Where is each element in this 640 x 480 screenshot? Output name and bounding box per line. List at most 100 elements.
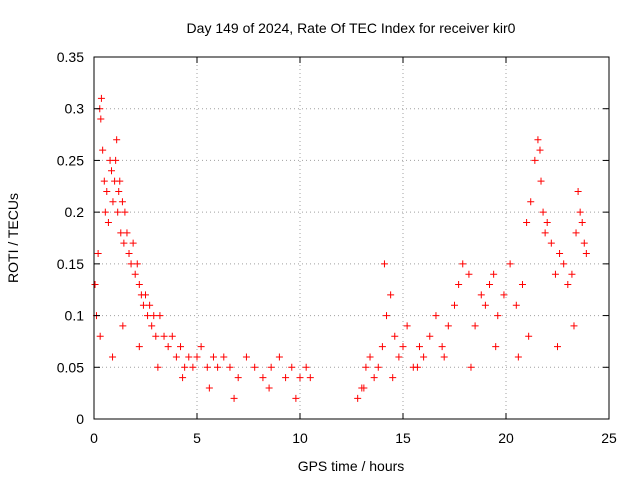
data-point [534,136,542,144]
data-point [108,167,116,175]
data-point [96,332,104,340]
data-point [432,312,440,320]
data-point [156,312,164,320]
data-point [536,146,544,154]
data-point [172,353,180,361]
data-point [383,312,391,320]
data-point [267,363,275,371]
data-point [531,156,539,164]
data-point [150,312,158,320]
data-point [129,239,137,247]
data-point [438,343,446,351]
data-point [360,384,368,392]
data-point [121,208,129,216]
data-point [426,332,434,340]
data-point [471,322,479,330]
data-point [537,177,545,185]
data-point [380,260,388,268]
data-point [525,332,533,340]
data-point [91,281,99,289]
y-tick-label: 0.1 [65,308,85,324]
data-point [144,312,152,320]
data-point [112,156,120,164]
data-point [440,353,448,361]
data-point [539,208,547,216]
data-point [415,343,423,351]
data-point [403,322,411,330]
data-point [275,353,283,361]
x-tick-label: 10 [292,430,308,446]
data-point [185,353,193,361]
data-point [420,353,428,361]
data-point [205,384,213,392]
data-point [500,291,508,299]
data-point [494,312,502,320]
data-point [115,187,123,195]
data-point [370,374,378,382]
data-point [160,332,168,340]
data-point [123,229,131,237]
data-point [512,301,520,309]
y-tick-label: 0.25 [57,152,84,168]
data-point [119,322,127,330]
data-point [100,177,108,185]
data-point [104,218,112,226]
data-point [465,270,473,278]
data-point [389,374,397,382]
data-point [576,208,584,216]
y-tick-label: 0.35 [57,49,84,65]
data-point [556,250,564,258]
y-tick-label: 0.2 [65,204,85,220]
data-point [242,353,250,361]
data-point [97,115,105,123]
data-point [560,260,568,268]
data-point [154,363,162,371]
data-point [99,146,107,154]
data-point [455,281,463,289]
data-point [570,322,578,330]
x-tick-label: 0 [90,430,98,446]
data-point [135,281,143,289]
data-point [366,353,374,361]
data-point [282,374,290,382]
data-point [133,260,141,268]
data-point [116,177,124,185]
data-point [164,343,172,351]
data-point [477,291,485,299]
data-point [554,343,561,351]
data-point [551,270,559,278]
data-point [451,301,458,309]
data-point [251,363,259,371]
data-point [97,94,105,102]
data-point [114,208,122,216]
grid [94,57,609,419]
data-point [168,332,176,340]
data-point [117,229,125,237]
data-point [220,353,228,361]
data-point [127,260,135,268]
data-point [459,260,467,268]
x-axis-label: GPS time / hours [298,458,405,474]
data-point [177,343,185,351]
data-point [189,363,197,371]
data-point [135,343,143,351]
data-point [518,281,526,289]
axis-ticks: 0 5 10 15 20 25 0 0.05 0.1 0.15 0.2 0.25 0.3 0.35 [57,49,617,446]
data-point [506,260,514,268]
data-point [374,363,382,371]
data-point [362,363,370,371]
data-point [120,239,128,247]
data-point [109,198,117,206]
data-point [214,363,222,371]
data-point [118,198,126,206]
data-point [306,374,314,382]
data-point [265,384,273,392]
data-point [582,250,590,258]
data-point [444,322,452,330]
data-point [288,363,296,371]
data-point [181,363,189,371]
data-point [94,250,102,258]
y-tick-label: 0.3 [65,101,85,117]
data-point [543,218,551,226]
